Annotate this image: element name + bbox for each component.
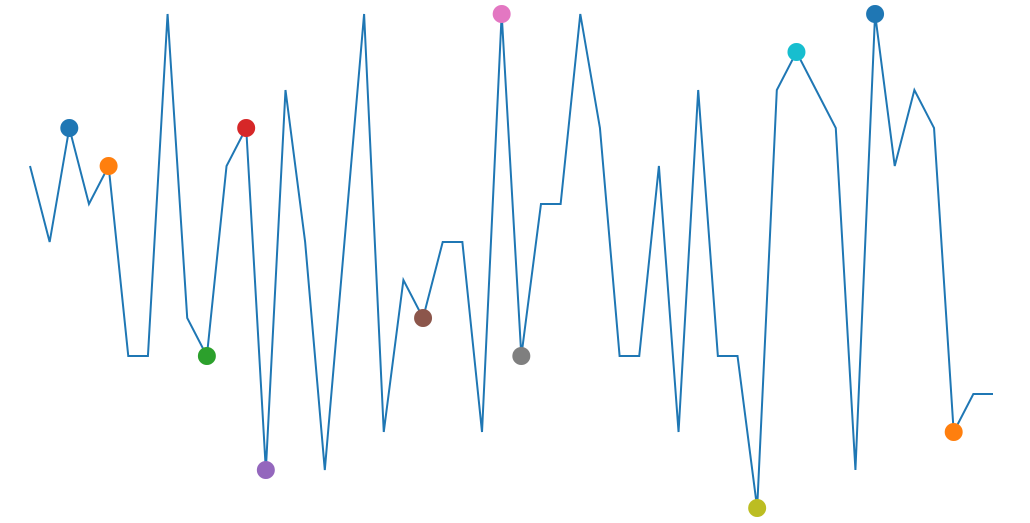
data-point-marker-37 bbox=[748, 499, 767, 517]
data-point-marker-9 bbox=[197, 347, 216, 365]
series-line-0 bbox=[29, 13, 993, 509]
data-point-marker-11 bbox=[237, 119, 256, 137]
data-point-marker-39 bbox=[787, 43, 806, 61]
line-layer bbox=[29, 13, 993, 509]
data-point-marker-4 bbox=[99, 157, 118, 175]
data-point-marker-43 bbox=[866, 5, 885, 23]
data-point-marker-25 bbox=[512, 347, 531, 365]
data-point-marker-20 bbox=[414, 309, 433, 327]
data-point-marker-47 bbox=[944, 423, 963, 441]
data-point-marker-2 bbox=[60, 119, 79, 137]
data-point-marker-24 bbox=[492, 5, 511, 23]
data-point-marker-12 bbox=[256, 461, 275, 479]
marker-layer bbox=[60, 5, 963, 517]
